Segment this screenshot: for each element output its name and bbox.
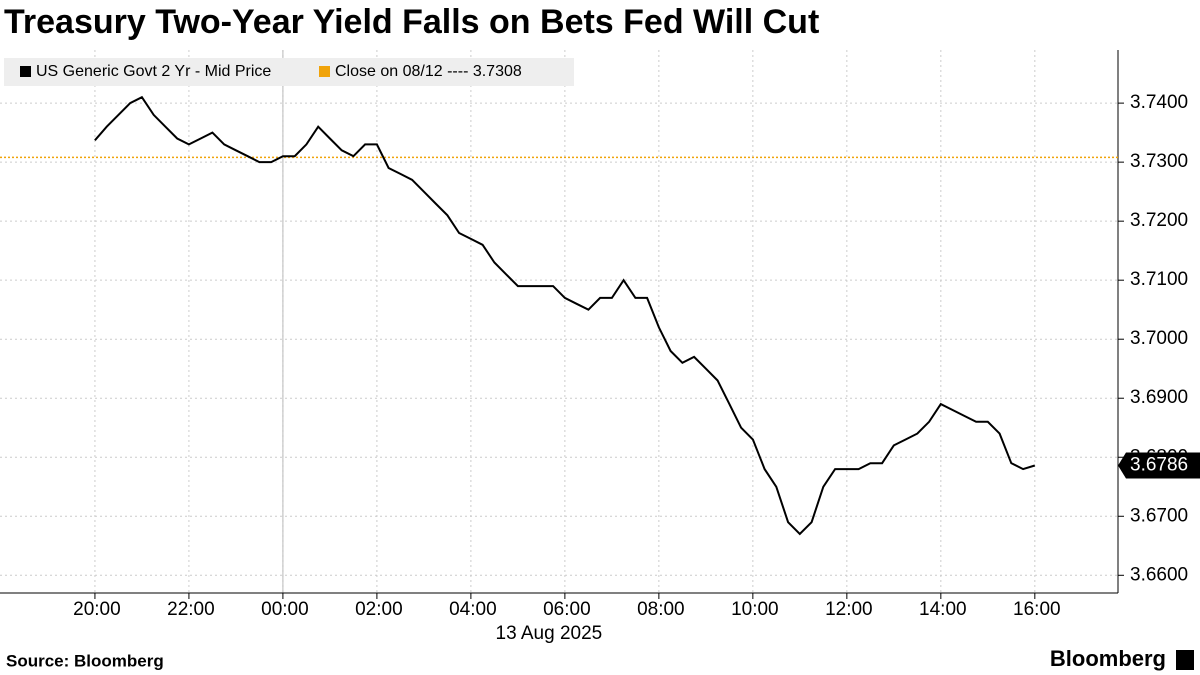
line <box>94 95 1036 536</box>
brand: Bloomberg <box>1050 646 1166 671</box>
x-tick-label: 14:00 <box>919 599 967 620</box>
source: Source: Bloomberg <box>6 651 164 670</box>
x-tick-label: 02:00 <box>355 599 403 620</box>
x-tick-label: 20:00 <box>73 599 121 620</box>
y-tick-label: 3.6600 <box>1130 564 1188 585</box>
legend-label: Close on 08/12 ---- 3.7308 <box>335 63 522 80</box>
brand-icon <box>1176 650 1194 670</box>
legend-swatch <box>20 66 31 77</box>
x-tick-label: 12:00 <box>825 599 873 620</box>
y-tick-label: 3.7200 <box>1130 210 1188 231</box>
x-tick-label: 10:00 <box>731 599 779 620</box>
y-tick-label: 3.6700 <box>1130 505 1188 526</box>
x-tick-label: 06:00 <box>543 599 591 620</box>
legend-swatch <box>319 66 330 77</box>
y-tick-label: 3.7000 <box>1130 328 1188 349</box>
y-tick-label: 3.6900 <box>1130 387 1188 408</box>
y-tick-label: 3.7300 <box>1130 151 1188 172</box>
x-tick-label: 04:00 <box>449 599 497 620</box>
x-axis-label: 13 Aug 2025 <box>496 623 603 644</box>
y-tick-label: 3.7400 <box>1130 92 1188 113</box>
last-value-badge <box>1118 452 1200 479</box>
x-tick-label: 16:00 <box>1013 599 1061 620</box>
x-tick-label: 22:00 <box>167 599 215 620</box>
chart-title: Treasury Two-Year Yield Falls on Bets Fe… <box>4 3 819 41</box>
x-tick-label: 08:00 <box>637 599 685 620</box>
legend-label: US Generic Govt 2 Yr - Mid Price <box>36 63 271 80</box>
legend-box <box>4 58 574 86</box>
x-tick-label: 00:00 <box>261 599 309 620</box>
y-tick-label: 3.7100 <box>1130 269 1188 290</box>
last-value-label: 3.6786 <box>1130 455 1188 476</box>
